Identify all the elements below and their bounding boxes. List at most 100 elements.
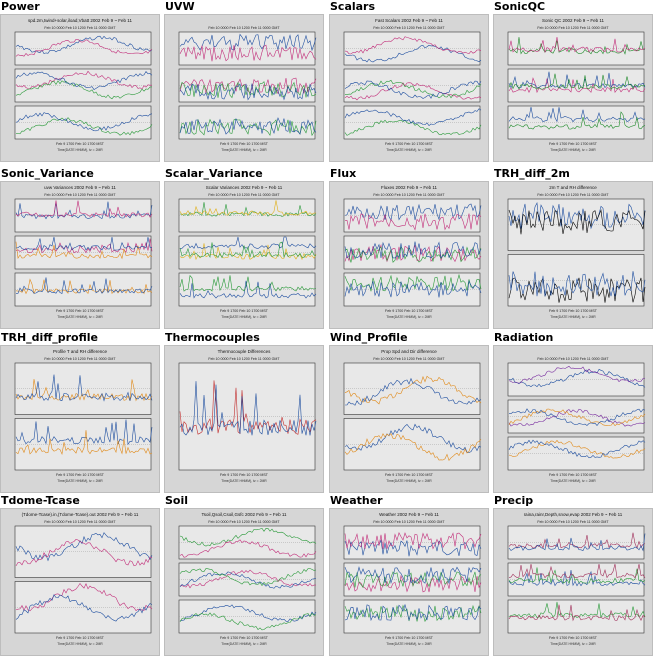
data-trace xyxy=(508,71,646,89)
thumbnail-precip[interactable]: Precip raina,rainr,Depth,snow,evap 2002 F… xyxy=(493,494,656,659)
bottom-axis-label: Feb 9 1700 Feb 10 1700 MST xyxy=(220,142,269,146)
data-trace xyxy=(15,532,153,562)
top-axis-label: Feb 10 0000 Feb 10 1200 Feb 11 0000 GMT xyxy=(537,26,609,30)
data-trace xyxy=(508,567,646,584)
plot-thumbnail-image[interactable]: Weather 2002 Feb 9 ~ Feb 11 Feb 10 0000 F… xyxy=(329,508,489,656)
time-axis-caption: Time(DATE HHMM), tz = 2MR xyxy=(550,642,596,646)
plot-thumbnail-image[interactable]: spd.2m,twind+solar,iload,Vbatt 2002 Feb … xyxy=(0,14,160,162)
bottom-axis-label: Feb 9 1700 Feb 10 1700 MST xyxy=(549,309,598,313)
data-trace xyxy=(344,241,482,259)
time-axis-caption: Time(DATE HHMM), tz = 2MR xyxy=(221,315,267,319)
plot-thumbnail-image[interactable]: Scalar Variances 2002 Feb 9 ~ Feb 11 Feb … xyxy=(164,181,324,329)
data-trace xyxy=(344,213,482,231)
time-axis-caption: Time(DATE HHMM), tz = 2MR xyxy=(386,642,432,646)
thumbnail-title: Scalars xyxy=(330,0,376,13)
plot-thumbnail-image[interactable]: 2m T and RH difference Feb 10 0000 Feb 10… xyxy=(493,181,653,329)
plot-thumbnail-image[interactable]: raina,rainr,Depth,snow,evap 2002 Feb 9 ~… xyxy=(493,508,653,656)
thumbnail-title: Tdome-Tcase xyxy=(1,494,80,507)
bottom-axis-label: Feb 9 1700 Feb 10 1700 MST xyxy=(220,636,269,640)
bottom-axis-label: Feb 9 1700 Feb 10 1700 MST xyxy=(56,636,105,640)
data-trace xyxy=(179,604,317,622)
top-axis-label: Feb 10 0000 Feb 10 1200 Feb 11 0000 GMT xyxy=(44,357,116,361)
top-axis-label: Feb 10 0000 Feb 10 1200 Feb 11 0000 GMT xyxy=(208,520,280,524)
plot-thumbnail-image[interactable]: Tsoil,Qsoil,Csoil,Gsfc 2002 Feb 9 ~ Feb … xyxy=(164,508,324,656)
data-trace xyxy=(179,380,317,435)
thumbnail-radiation[interactable]: Radiation Feb 10 0000 Feb 10 1200 Feb 11 … xyxy=(493,331,656,496)
time-axis-caption: Time(DATE HHMM), tz = 2MR xyxy=(57,642,103,646)
bottom-axis-label: Feb 9 1700 Feb 10 1700 MST xyxy=(220,309,269,313)
plot-heading: Fast Scalars 2002 Feb 9 ~ Feb 11 xyxy=(375,18,443,23)
data-trace xyxy=(15,201,153,220)
data-trace xyxy=(508,271,646,297)
thumbnail-sonic-variance[interactable]: Sonic_Variance uvw Variances 2002 Feb 9 ~… xyxy=(0,167,164,332)
time-axis-caption: Time(DATE HHMM), tz = 2MR xyxy=(550,315,596,319)
thumbnail-title: Soil xyxy=(165,494,189,507)
data-trace xyxy=(15,374,153,402)
data-trace xyxy=(179,568,317,587)
plot-thumbnail-image[interactable]: uvw Variances 2002 Feb 9 ~ Feb 11 Feb 10 … xyxy=(0,181,160,329)
plot-thumbnail-image[interactable]: Profile T and RH difference Feb 10 0000 F… xyxy=(0,345,160,493)
bottom-axis-label: Feb 9 1700 Feb 10 1700 MST xyxy=(385,636,434,640)
thumbnail-uvw[interactable]: UVW Feb 10 0000 Feb 10 1200 Feb 11 0000 G… xyxy=(164,0,328,165)
thumbnail-title: Power xyxy=(1,0,40,13)
thumbnail-scalar-variance[interactable]: Scalar_Variance Scalar Variances 2002 Feb… xyxy=(164,167,328,332)
thumbnail-wind-profile[interactable]: Wind_Profile Prop Spd and Dir difference F… xyxy=(329,331,493,496)
data-trace xyxy=(15,419,153,446)
plot-thumbnail-image[interactable]: (Tdome-Tcase).in,(Tdome-Tcase).out 2002 … xyxy=(0,508,160,656)
data-trace xyxy=(15,430,153,456)
time-axis-caption: Time(DATE HHMM), tz = 2MR xyxy=(386,479,432,483)
thumbnail-title: Wind_Profile xyxy=(330,331,408,344)
thumbnail-trh-diff-profile[interactable]: TRH_diff_profile Profile T and RH differe… xyxy=(0,331,164,496)
data-trace xyxy=(179,381,317,436)
thumbnail-flux[interactable]: Flux Fluxes 2002 Feb 9 ~ Feb 11 Feb 10 000… xyxy=(329,167,493,332)
plot-thumbnail-image[interactable]: Sonic QC 2002 Feb 9 ~ Feb 11 Feb 10 0000 … xyxy=(493,14,653,162)
bottom-axis-label: Feb 9 1700 Feb 10 1700 MST xyxy=(549,473,598,477)
data-trace xyxy=(344,36,482,55)
bottom-axis-label: Feb 9 1700 Feb 10 1700 MST xyxy=(385,142,434,146)
thumbnail-scalars[interactable]: Scalars Fast Scalars 2002 Feb 9 ~ Feb 11 F… xyxy=(329,0,493,165)
data-trace xyxy=(179,202,317,217)
bottom-axis-label: Feb 9 1700 Feb 10 1700 MST xyxy=(385,473,434,477)
bottom-axis-label: Feb 9 1700 Feb 10 1700 MST xyxy=(549,142,598,146)
data-trace xyxy=(179,539,317,558)
data-trace xyxy=(179,117,317,135)
data-trace xyxy=(179,612,317,631)
plot-thumbnail-image[interactable]: Thermocouple Differences Feb 10 0000 Feb … xyxy=(164,345,324,493)
thumbnail-trh-diff-2m[interactable]: TRH_diff_2m 2m T and RH difference Feb 10 … xyxy=(493,167,656,332)
data-trace xyxy=(179,280,317,299)
thumbnail-title: Flux xyxy=(330,167,357,180)
time-axis-caption: Time(DATE HHMM), tz = 2MR xyxy=(57,148,103,152)
plot-thumbnail-image[interactable]: Feb 10 0000 Feb 10 1200 Feb 11 0000 GMT F… xyxy=(164,14,324,162)
top-axis-label: Feb 10 0000 Feb 10 1200 Feb 11 0000 GMT xyxy=(537,193,609,197)
data-trace xyxy=(508,439,646,459)
data-trace xyxy=(179,33,317,52)
data-trace xyxy=(15,582,153,612)
thumbnail-power[interactable]: Power spd.2m,twind+solar,iload,Vbatt 2002… xyxy=(0,0,164,165)
thumbnail-weather[interactable]: Weather Weather 2002 Feb 9 ~ Feb 11 Feb 10… xyxy=(329,494,493,659)
data-trace xyxy=(508,601,646,619)
data-trace xyxy=(344,571,482,589)
data-trace xyxy=(508,439,646,459)
plot-heading: Weather 2002 Feb 9 ~ Feb 11 xyxy=(379,512,439,517)
thumbnail-tdome-tcase[interactable]: Tdome-Tcase (Tdome-Tcase).in,(Tdome-Tcase… xyxy=(0,494,164,659)
time-axis-caption: Time(DATE HHMM), tz = 2MR xyxy=(386,148,432,152)
thumbnail-title: Weather xyxy=(330,494,383,507)
bottom-axis-label: Feb 9 1700 Feb 10 1700 MST xyxy=(56,473,105,477)
thumbnail-title: Thermocouples xyxy=(165,331,260,344)
top-axis-label: Feb 10 0000 Feb 10 1200 Feb 11 0000 GMT xyxy=(44,520,116,524)
bottom-axis-label: Feb 9 1700 Feb 10 1700 MST xyxy=(385,309,434,313)
top-axis-label: Feb 10 0000 Feb 10 1200 Feb 11 0000 GMT xyxy=(373,357,445,361)
data-trace xyxy=(15,70,153,91)
data-trace xyxy=(15,39,153,57)
data-trace xyxy=(15,238,153,254)
plot-thumbnail-image[interactable]: Fast Scalars 2002 Feb 9 ~ Feb 11 Feb 10 0… xyxy=(329,14,489,162)
thumbnail-sonicqc[interactable]: SonicQC Sonic QC 2002 Feb 9 ~ Feb 11 Feb 1… xyxy=(493,0,656,165)
plot-thumbnail-image[interactable]: Feb 10 0000 Feb 10 1200 Feb 11 0000 GMT F… xyxy=(493,345,653,493)
thumbnail-thermocouples[interactable]: Thermocouples Thermocouple Differences Feb… xyxy=(164,331,328,496)
plot-thumbnail-image[interactable]: Fluxes 2002 Feb 9 ~ Feb 11 Feb 10 0000 Fe… xyxy=(329,181,489,329)
data-trace xyxy=(344,79,482,99)
plot-thumbnail-image[interactable]: Prop Spd and Dir difference Feb 10 0000 F… xyxy=(329,345,489,493)
time-axis-caption: Time(DATE HHMM), tz = 2MR xyxy=(386,315,432,319)
thumbnail-soil[interactable]: Soil Tsoil,Qsoil,Csoil,Gsfc 2002 Feb 9 ~ … xyxy=(164,494,328,659)
data-trace xyxy=(508,77,646,94)
